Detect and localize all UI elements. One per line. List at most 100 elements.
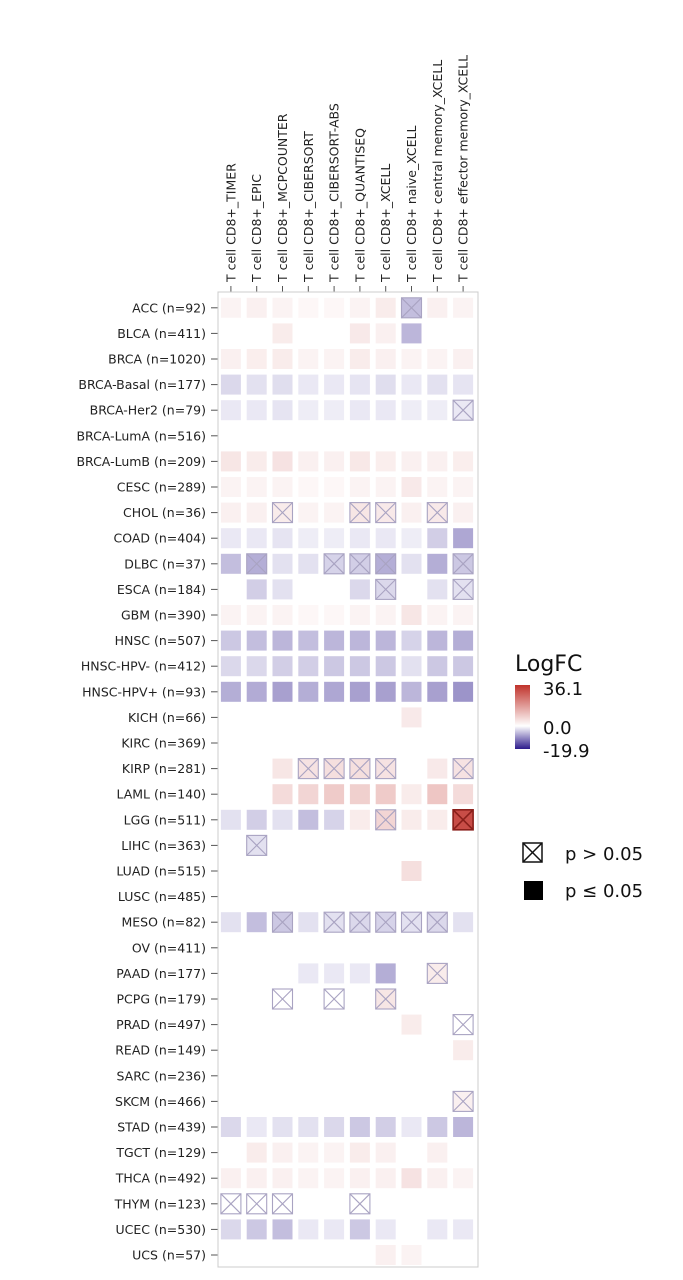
heatmap-cell bbox=[324, 579, 345, 600]
heatmap-cell bbox=[298, 1040, 319, 1061]
heatmap-cell bbox=[246, 349, 267, 369]
row-label: ACC (n=92) bbox=[132, 300, 206, 315]
heatmap-cell bbox=[220, 1168, 241, 1189]
heatmap-cell bbox=[272, 1091, 293, 1112]
column-label: T cell CD8+_MCPCOUNTER bbox=[275, 113, 290, 283]
heatmap-cell bbox=[375, 707, 396, 728]
sig-legend-label: p ≤ 0.05 bbox=[565, 881, 643, 902]
heatmap-cell bbox=[220, 1219, 241, 1240]
heatmap-cell bbox=[298, 297, 319, 318]
heatmap-cell bbox=[298, 1014, 319, 1035]
heatmap-cell bbox=[375, 656, 396, 677]
heatmap-cell bbox=[220, 681, 241, 702]
heatmap-cell bbox=[272, 707, 293, 728]
heatmap-cell bbox=[220, 733, 241, 753]
heatmap-cell bbox=[272, 605, 293, 625]
heatmap-cell bbox=[453, 1219, 474, 1240]
heatmap-cell bbox=[298, 451, 319, 472]
heatmap-cell bbox=[246, 937, 267, 958]
heatmap-cell bbox=[220, 1245, 241, 1265]
row-labels: ACC (n=92) BLCA (n=411) BRCA (n=1020) BRCA-… bbox=[76, 300, 218, 1263]
heatmap-cell bbox=[349, 758, 371, 780]
heatmap-cell bbox=[375, 809, 397, 831]
heatmap-cell bbox=[220, 451, 241, 472]
heatmap-cell bbox=[220, 886, 241, 907]
heatmap-cell bbox=[453, 374, 474, 395]
heatmap-cell bbox=[427, 1168, 448, 1189]
heatmap-cell bbox=[375, 605, 396, 625]
heatmap-cell bbox=[375, 502, 397, 524]
heatmap-cell bbox=[349, 323, 370, 344]
heatmap-cell bbox=[349, 1117, 370, 1137]
heatmap-cell bbox=[426, 911, 448, 933]
heatmap-cell bbox=[324, 656, 345, 677]
heatmap-cell bbox=[401, 528, 422, 549]
column-label: T cell CD8+_EPIC bbox=[249, 174, 264, 283]
heatmap-cell bbox=[401, 809, 422, 830]
heatmap-cell bbox=[349, 707, 370, 728]
heatmap-cell bbox=[220, 937, 241, 958]
heatmap-cell bbox=[246, 1040, 267, 1061]
heatmap-cell bbox=[401, 733, 422, 753]
heatmap-cell bbox=[349, 451, 370, 472]
significance-legend: p > 0.05 p ≤ 0.05 bbox=[522, 842, 643, 902]
legend-title: LogFC bbox=[515, 652, 582, 677]
heatmap-cell bbox=[246, 528, 267, 549]
heatmap-cell bbox=[246, 374, 267, 395]
heatmap-cell bbox=[246, 989, 267, 1009]
heatmap-cell bbox=[246, 553, 268, 575]
heatmap-cell bbox=[324, 502, 345, 523]
heatmap-cell bbox=[324, 1040, 345, 1061]
heatmap-cell bbox=[271, 1193, 294, 1215]
heatmap-cell bbox=[452, 553, 474, 575]
heatmap-cell bbox=[298, 553, 319, 574]
heatmap-cell bbox=[220, 477, 241, 497]
heatmap-cell bbox=[298, 733, 319, 753]
heatmap-cell bbox=[453, 1193, 474, 1214]
heatmap-cell bbox=[375, 937, 396, 958]
heatmap-cell bbox=[246, 400, 267, 421]
heatmap-cell bbox=[324, 681, 345, 702]
heatmap-cell bbox=[453, 1168, 474, 1189]
row-label: KIRP (n=281) bbox=[122, 761, 206, 776]
heatmap-cell bbox=[349, 937, 370, 958]
heatmap-cell bbox=[375, 681, 396, 702]
heatmap-cell bbox=[349, 400, 370, 421]
heatmap-cell bbox=[272, 809, 293, 830]
heatmap-cell bbox=[349, 502, 371, 524]
heatmap-cell bbox=[452, 1014, 474, 1036]
heatmap-cell bbox=[220, 1117, 241, 1137]
heatmap-cell bbox=[298, 989, 319, 1009]
heatmap-cell bbox=[220, 784, 241, 805]
heatmap-cell bbox=[375, 1117, 396, 1137]
heatmap-cell bbox=[246, 681, 267, 702]
heatmap-cell bbox=[324, 809, 345, 830]
heatmap-cell bbox=[246, 1117, 267, 1137]
heatmap-cell bbox=[401, 1014, 422, 1035]
column-label: T cell CD8+ central memory_XCELL bbox=[430, 60, 445, 283]
heatmap-cell bbox=[272, 1168, 293, 1189]
heatmap-cell bbox=[246, 1091, 267, 1112]
heatmap-cell bbox=[246, 297, 267, 318]
heatmap-cell bbox=[271, 502, 294, 524]
heatmap-cell bbox=[324, 784, 345, 805]
heatmap-cell bbox=[375, 553, 397, 575]
heatmap-cell bbox=[220, 579, 241, 600]
heatmap-cell bbox=[375, 578, 397, 600]
heatmap-cell bbox=[349, 1168, 370, 1189]
row-label: UCS (n=57) bbox=[132, 1248, 206, 1263]
heatmap-cell bbox=[349, 911, 371, 933]
heatmap-cell bbox=[349, 963, 370, 984]
heatmap-cell bbox=[427, 349, 448, 369]
heatmap-cell bbox=[375, 1040, 396, 1061]
heatmap-cell bbox=[427, 784, 448, 805]
heatmap-cell bbox=[375, 477, 396, 497]
colorbar-legend: LogFC 36.1 0.0 -19.9 bbox=[515, 652, 590, 762]
heatmap-cell bbox=[401, 1193, 422, 1214]
heatmap-cell bbox=[453, 451, 474, 472]
row-label: LUSC (n=485) bbox=[118, 889, 206, 904]
row-label: MESO (n=82) bbox=[122, 915, 207, 930]
heatmap-cell bbox=[401, 989, 422, 1009]
heatmap-cell bbox=[324, 1245, 345, 1265]
heatmap-cell bbox=[272, 400, 293, 421]
